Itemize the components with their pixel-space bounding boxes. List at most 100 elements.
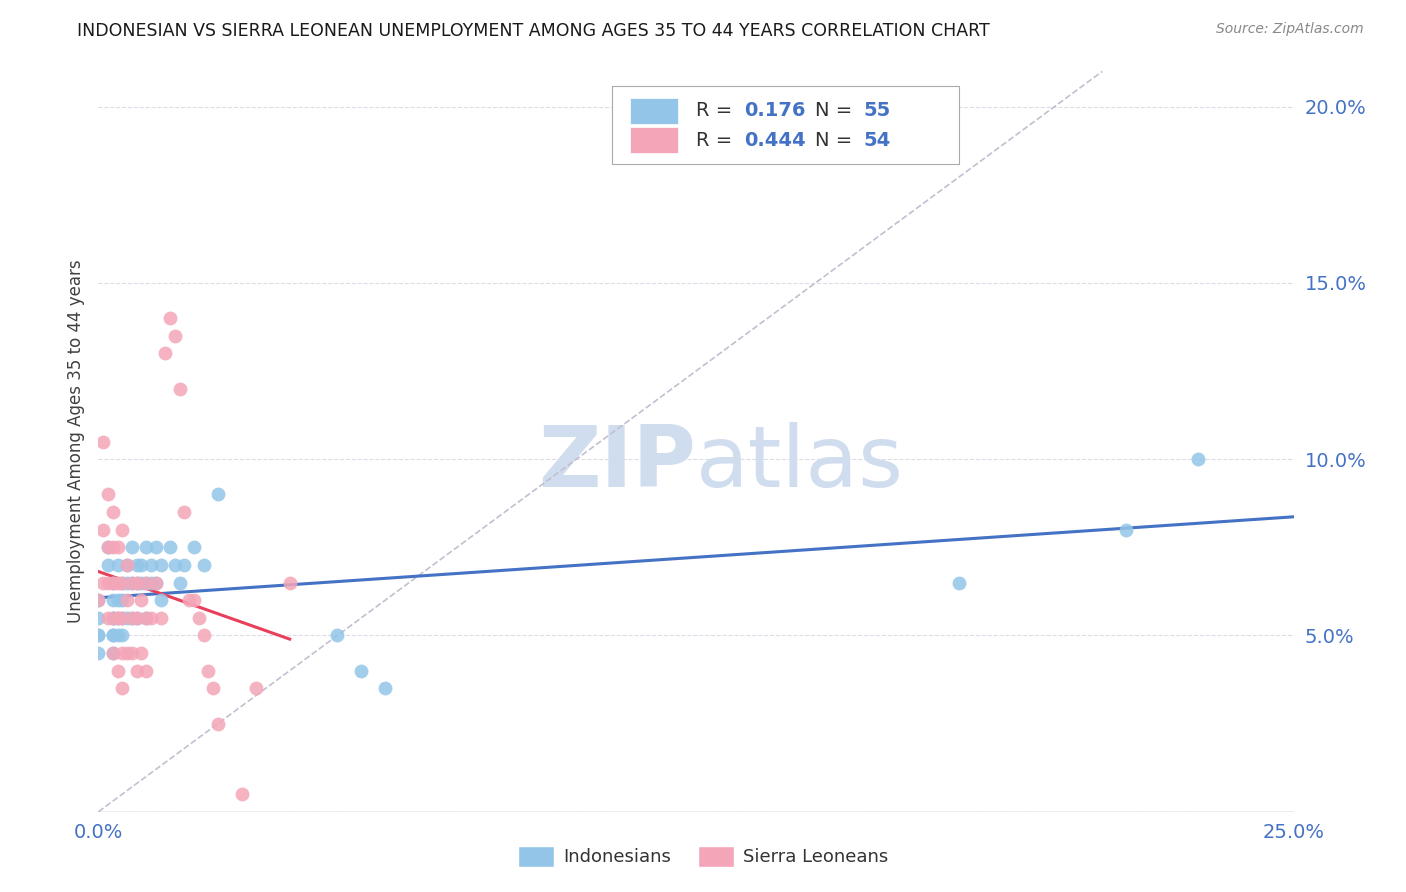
Point: [135, 664, 157, 678]
Point: [107, 575, 129, 590]
Point: [91, 434, 114, 449]
Point: [87, 628, 110, 642]
Text: N =: N =: [815, 101, 859, 120]
Point: [125, 575, 148, 590]
Point: [111, 611, 134, 625]
Point: [179, 593, 201, 607]
Point: [173, 558, 195, 572]
Point: [111, 628, 134, 642]
Point: [135, 611, 157, 625]
Point: [87, 593, 110, 607]
Point: [115, 646, 138, 660]
Point: [101, 611, 124, 625]
Legend: Indonesians, Sierra Leoneans: Indonesians, Sierra Leoneans: [510, 838, 896, 874]
FancyBboxPatch shape: [613, 87, 959, 164]
Point: [231, 787, 253, 801]
Point: [115, 575, 138, 590]
Point: [139, 575, 162, 590]
Point: [121, 575, 143, 590]
Y-axis label: Unemployment Among Ages 35 to 44 years: Unemployment Among Ages 35 to 44 years: [66, 260, 84, 624]
Point: [107, 611, 129, 625]
Point: [193, 558, 215, 572]
Point: [169, 575, 191, 590]
Point: [107, 628, 129, 642]
Point: [159, 541, 181, 555]
Point: [107, 593, 129, 607]
FancyBboxPatch shape: [630, 97, 678, 124]
Point: [125, 558, 148, 572]
Text: 0.176: 0.176: [744, 101, 806, 120]
Point: [173, 505, 195, 519]
Point: [101, 628, 124, 642]
Text: INDONESIAN VS SIERRA LEONEAN UNEMPLOYMENT AMONG AGES 35 TO 44 YEARS CORRELATION : INDONESIAN VS SIERRA LEONEAN UNEMPLOYMEN…: [77, 22, 990, 40]
Point: [97, 611, 120, 625]
Point: [111, 681, 134, 696]
Point: [101, 593, 124, 607]
Point: [155, 346, 177, 360]
Point: [202, 681, 225, 696]
Point: [149, 558, 172, 572]
Point: [948, 575, 970, 590]
Point: [101, 611, 124, 625]
Point: [125, 575, 148, 590]
Point: [183, 541, 205, 555]
Point: [121, 611, 143, 625]
Point: [107, 611, 129, 625]
Point: [193, 628, 215, 642]
Text: R =: R =: [696, 101, 738, 120]
Point: [87, 646, 110, 660]
Text: N =: N =: [815, 131, 859, 150]
Point: [115, 558, 138, 572]
Point: [115, 558, 138, 572]
Point: [101, 541, 124, 555]
Text: R =: R =: [696, 131, 738, 150]
Point: [135, 575, 157, 590]
Point: [97, 558, 120, 572]
Text: ZIP: ZIP: [538, 422, 696, 505]
Point: [97, 575, 120, 590]
Point: [326, 628, 349, 642]
Point: [101, 575, 124, 590]
Point: [135, 575, 157, 590]
Point: [97, 541, 120, 555]
Point: [111, 646, 134, 660]
Point: [149, 593, 172, 607]
Point: [87, 628, 110, 642]
Point: [125, 611, 148, 625]
Point: [159, 311, 181, 326]
Point: [101, 575, 124, 590]
Point: [350, 664, 373, 678]
Point: [111, 523, 134, 537]
Point: [125, 611, 148, 625]
Point: [115, 593, 138, 607]
Point: [121, 541, 143, 555]
Point: [131, 593, 153, 607]
Point: [87, 593, 110, 607]
Point: [87, 611, 110, 625]
Point: [131, 575, 153, 590]
Point: [131, 646, 153, 660]
Point: [111, 611, 134, 625]
Point: [111, 593, 134, 607]
Point: [115, 611, 138, 625]
Point: [183, 593, 205, 607]
Point: [139, 558, 162, 572]
Point: [135, 611, 157, 625]
Point: [197, 664, 219, 678]
Point: [121, 646, 143, 660]
Text: 54: 54: [863, 131, 890, 150]
Point: [207, 487, 229, 501]
FancyBboxPatch shape: [630, 128, 678, 153]
Point: [111, 575, 134, 590]
Point: [187, 611, 209, 625]
Point: [107, 664, 129, 678]
Point: [91, 523, 114, 537]
Point: [121, 575, 143, 590]
Point: [97, 541, 120, 555]
Point: [111, 575, 134, 590]
Point: [107, 541, 129, 555]
Point: [101, 646, 124, 660]
Text: 0.444: 0.444: [744, 131, 806, 150]
Point: [163, 328, 186, 343]
Point: [374, 681, 396, 696]
